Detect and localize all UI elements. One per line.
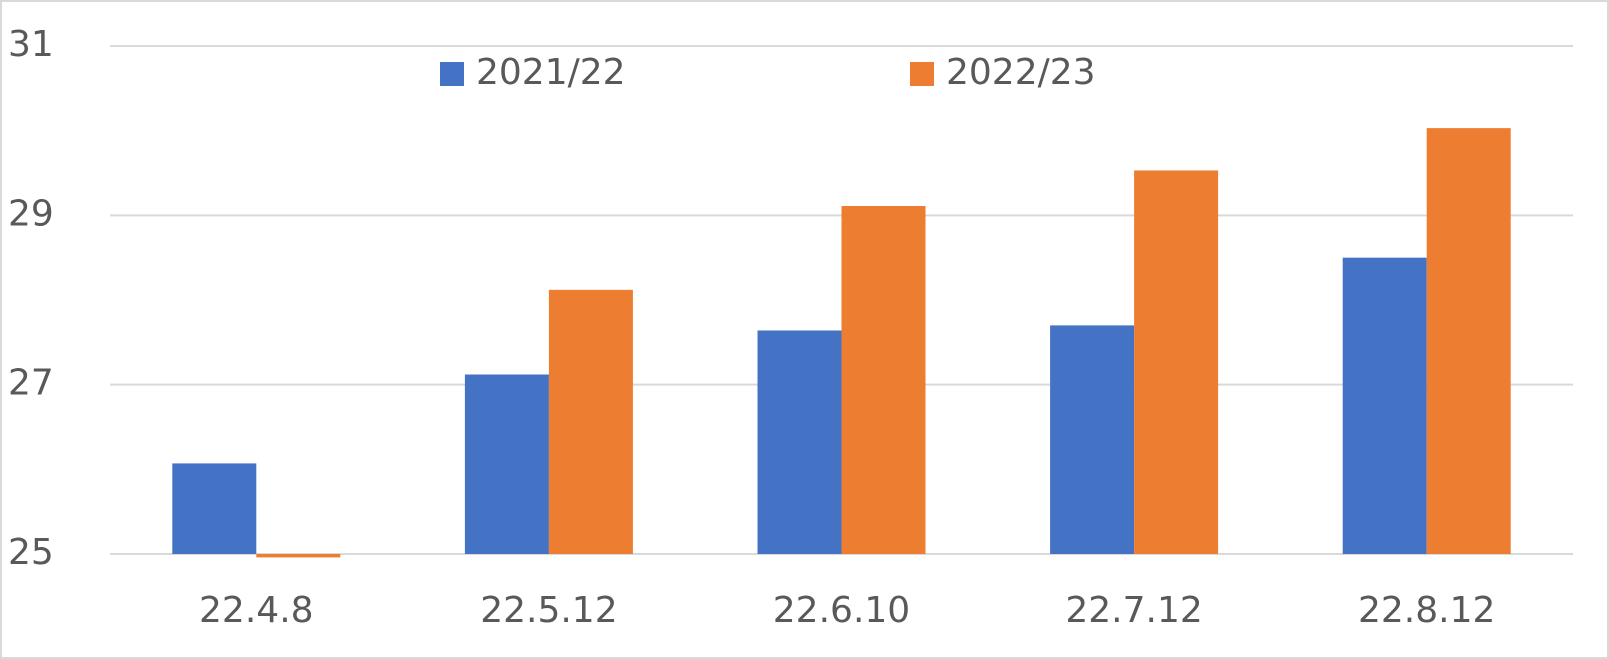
x-tick-label: 22.4.8 [199, 590, 314, 631]
legend-swatch [910, 62, 934, 86]
bar [1134, 170, 1219, 554]
bar [1050, 325, 1135, 554]
y-tick-label: 25 [8, 532, 54, 573]
x-tick-label: 22.8.12 [1358, 590, 1495, 631]
bar [841, 206, 926, 554]
legend-label: 2021/22 [476, 52, 626, 93]
y-tick-label: 29 [8, 193, 54, 234]
bar [1342, 257, 1427, 554]
bar [757, 330, 842, 554]
x-tick-label: 22.6.10 [773, 590, 910, 631]
bar [1426, 128, 1511, 555]
bar [256, 554, 341, 558]
y-tick-label: 31 [8, 24, 54, 65]
legend-label: 2022/23 [946, 52, 1096, 93]
bar [172, 463, 257, 554]
y-tick-label: 27 [8, 363, 54, 404]
bar [548, 289, 633, 554]
x-tick-label: 22.5.12 [480, 590, 617, 631]
bar [464, 374, 549, 554]
x-tick-label: 22.7.12 [1065, 590, 1202, 631]
legend-swatch [440, 62, 464, 86]
